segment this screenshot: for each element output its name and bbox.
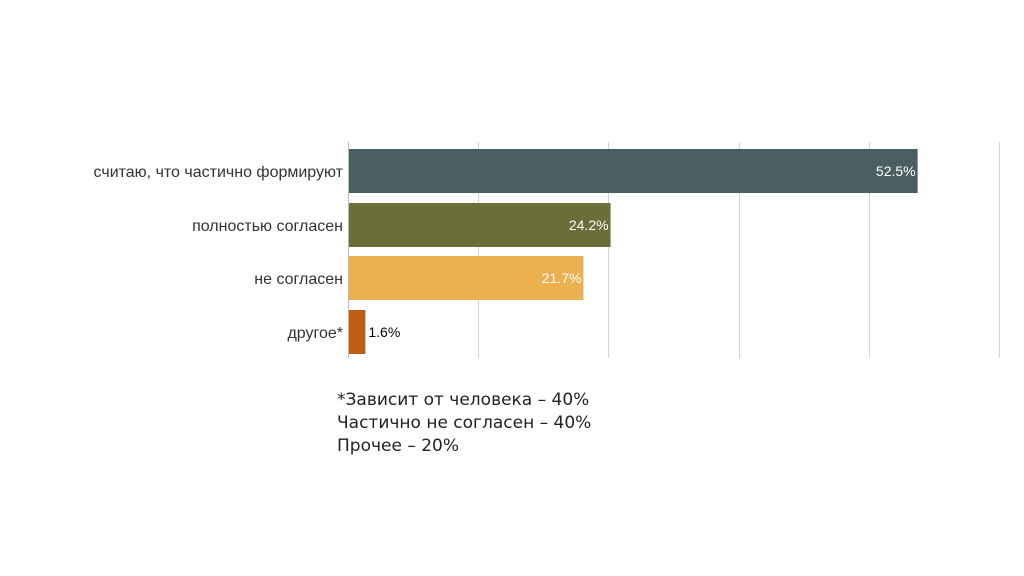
data-label-0: 52.5% [876, 163, 916, 179]
category-label-1: полностью согласен [192, 218, 343, 235]
bar-3 [349, 310, 366, 354]
data-label-1: 24.2% [569, 217, 609, 233]
footnote-line-1: *Зависит от человека – 40% [337, 390, 590, 410]
footnote-line-3: Прочее – 20% [337, 436, 460, 456]
chart-labels: считаю, что частично формируют 52.5% полно… [94, 163, 916, 342]
chart-bars [349, 149, 918, 354]
category-label-2: не согласен [254, 271, 343, 288]
category-label-3: другое* [287, 325, 343, 342]
footnote-line-2: Частично не согласен – 40% [337, 413, 592, 433]
bar-2 [349, 256, 584, 300]
data-label-3: 1.6% [368, 324, 400, 340]
footnote: *Зависит от человека – 40% Частично не с… [337, 389, 591, 458]
data-label-2: 21.7% [542, 270, 582, 286]
bar-0 [349, 149, 918, 193]
category-label-0: считаю, что частично формируют [94, 164, 344, 181]
bar-1 [349, 203, 611, 247]
